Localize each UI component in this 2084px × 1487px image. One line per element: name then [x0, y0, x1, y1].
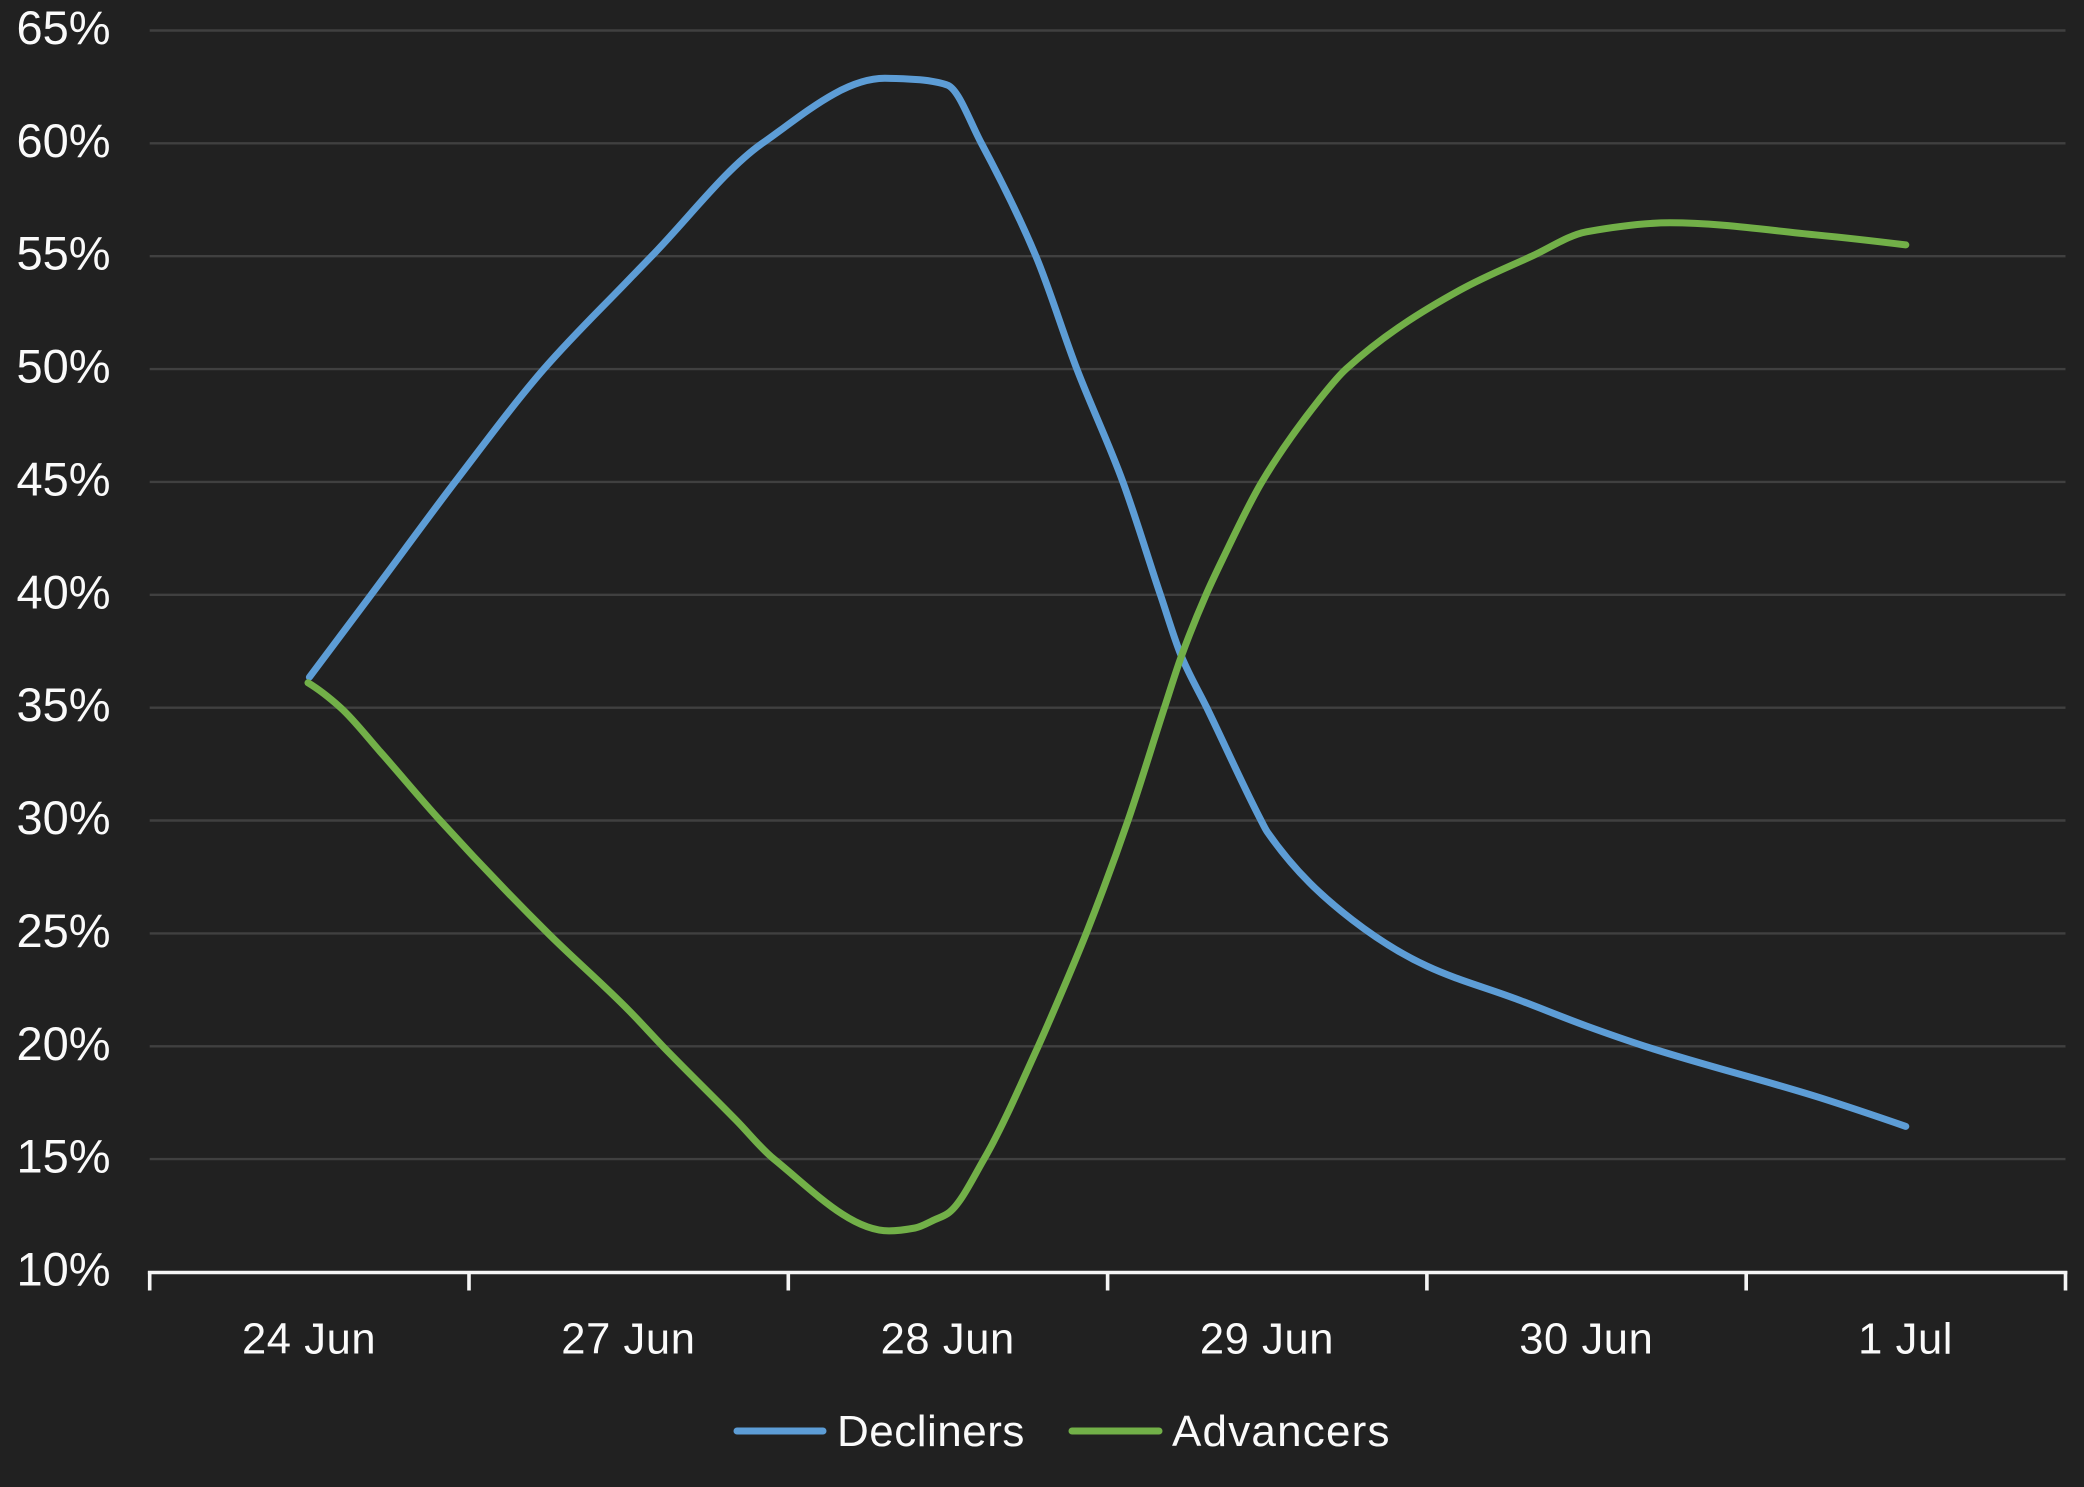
svg-text:60%: 60%	[16, 114, 110, 167]
svg-text:30 Jun: 30 Jun	[1519, 1316, 1653, 1364]
svg-text:24 Jun: 24 Jun	[242, 1316, 376, 1364]
svg-text:Advancers: Advancers	[1172, 1407, 1391, 1456]
svg-text:30%: 30%	[16, 791, 110, 844]
svg-text:20%: 20%	[16, 1017, 110, 1070]
svg-text:28 Jun: 28 Jun	[881, 1316, 1015, 1364]
svg-text:55%: 55%	[16, 227, 110, 280]
svg-text:25%: 25%	[16, 904, 110, 957]
svg-text:27 Jun: 27 Jun	[561, 1316, 695, 1364]
svg-text:40%: 40%	[16, 565, 110, 618]
svg-text:Decliners: Decliners	[837, 1407, 1025, 1456]
svg-text:45%: 45%	[16, 452, 110, 505]
svg-text:65%: 65%	[16, 1, 110, 54]
svg-text:35%: 35%	[16, 678, 110, 731]
svg-text:10%: 10%	[16, 1243, 110, 1296]
svg-text:50%: 50%	[16, 340, 110, 393]
svg-text:29 Jun: 29 Jun	[1200, 1316, 1334, 1364]
svg-text:1 Jul: 1 Jul	[1858, 1316, 1953, 1364]
svg-text:15%: 15%	[16, 1130, 110, 1183]
